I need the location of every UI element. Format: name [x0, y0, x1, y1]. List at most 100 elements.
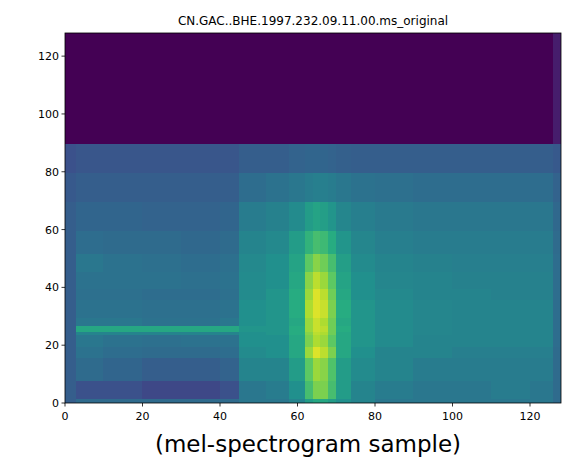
x-tick-label: 80	[368, 410, 382, 423]
cell	[142, 200, 183, 231]
cell	[220, 270, 241, 289]
cell	[103, 270, 144, 289]
cell	[452, 287, 493, 300]
y-tick	[62, 345, 66, 346]
cell	[375, 142, 415, 173]
cell	[76, 379, 105, 399]
cell	[289, 287, 307, 300]
y-tick	[62, 171, 66, 172]
cell	[239, 200, 268, 231]
y-tick	[62, 113, 66, 114]
cell	[553, 142, 561, 173]
cell	[76, 345, 105, 358]
cell	[266, 252, 291, 272]
cell	[305, 200, 314, 231]
cell	[305, 356, 314, 381]
cell	[76, 298, 105, 318]
cell	[530, 333, 555, 347]
cell	[266, 287, 291, 300]
x-tick	[530, 403, 531, 407]
cell	[305, 171, 314, 202]
y-tick-label: 80	[45, 166, 59, 179]
cell	[530, 142, 555, 173]
cell	[351, 356, 376, 381]
cell	[142, 229, 183, 254]
cell	[336, 33, 353, 144]
cell	[220, 345, 241, 358]
cell	[491, 356, 531, 381]
cell	[530, 298, 555, 318]
x-tick-label: 20	[136, 410, 150, 423]
cell	[220, 252, 241, 272]
cell	[452, 298, 493, 318]
title: CN.GAC..BHE.1997.232.09.11.00.ms_origina…	[178, 14, 448, 28]
cell	[266, 33, 291, 144]
cell	[491, 33, 531, 144]
cell	[530, 379, 555, 399]
cell	[375, 345, 415, 358]
cell	[142, 379, 183, 399]
cell	[76, 171, 105, 202]
cell	[491, 171, 531, 202]
cell	[413, 142, 454, 173]
cells	[65, 33, 561, 403]
y-tick-label: 60	[45, 224, 59, 237]
cell	[452, 379, 493, 399]
cell	[103, 345, 144, 358]
cell	[553, 379, 561, 399]
cell	[351, 298, 376, 318]
cell	[553, 298, 561, 318]
cell	[491, 333, 531, 347]
cell	[103, 333, 144, 347]
cell	[375, 200, 415, 231]
cell	[266, 229, 291, 254]
cell	[65, 142, 78, 173]
cell	[239, 298, 268, 318]
cell	[289, 345, 307, 358]
cell	[413, 200, 454, 231]
cell	[289, 171, 307, 202]
cell	[181, 33, 221, 144]
cell	[413, 270, 454, 289]
cell	[239, 356, 268, 381]
x-tick	[452, 403, 453, 407]
cell	[181, 229, 221, 254]
cell	[375, 171, 415, 202]
cell	[142, 298, 183, 318]
cell	[491, 270, 531, 289]
cell	[142, 345, 183, 358]
cell	[220, 287, 241, 300]
x-tick	[297, 403, 298, 407]
cell	[181, 142, 221, 173]
caption: (mel-spectrogram sample)	[155, 431, 461, 457]
y-tick-label: 120	[38, 50, 59, 63]
cell	[553, 356, 561, 381]
cell	[336, 345, 353, 358]
cell	[220, 333, 241, 347]
cell	[142, 270, 183, 289]
cell	[530, 200, 555, 231]
cell	[336, 270, 353, 289]
cell	[305, 379, 314, 399]
cell	[336, 229, 353, 254]
cell	[452, 229, 493, 254]
cell	[491, 252, 531, 272]
cell	[305, 252, 314, 272]
cell	[336, 356, 353, 381]
cell	[452, 252, 493, 272]
cell	[351, 252, 376, 272]
cell	[103, 229, 144, 254]
cell	[351, 229, 376, 254]
cell	[553, 33, 561, 144]
cell	[413, 229, 454, 254]
cell	[336, 379, 353, 399]
cell	[65, 287, 78, 300]
x-tick	[220, 403, 221, 407]
cell	[266, 270, 291, 289]
cell	[413, 171, 454, 202]
cell	[181, 287, 221, 300]
y-tick-label: 100	[38, 108, 59, 121]
cell	[289, 252, 307, 272]
cell	[452, 356, 493, 381]
frame	[65, 33, 561, 403]
